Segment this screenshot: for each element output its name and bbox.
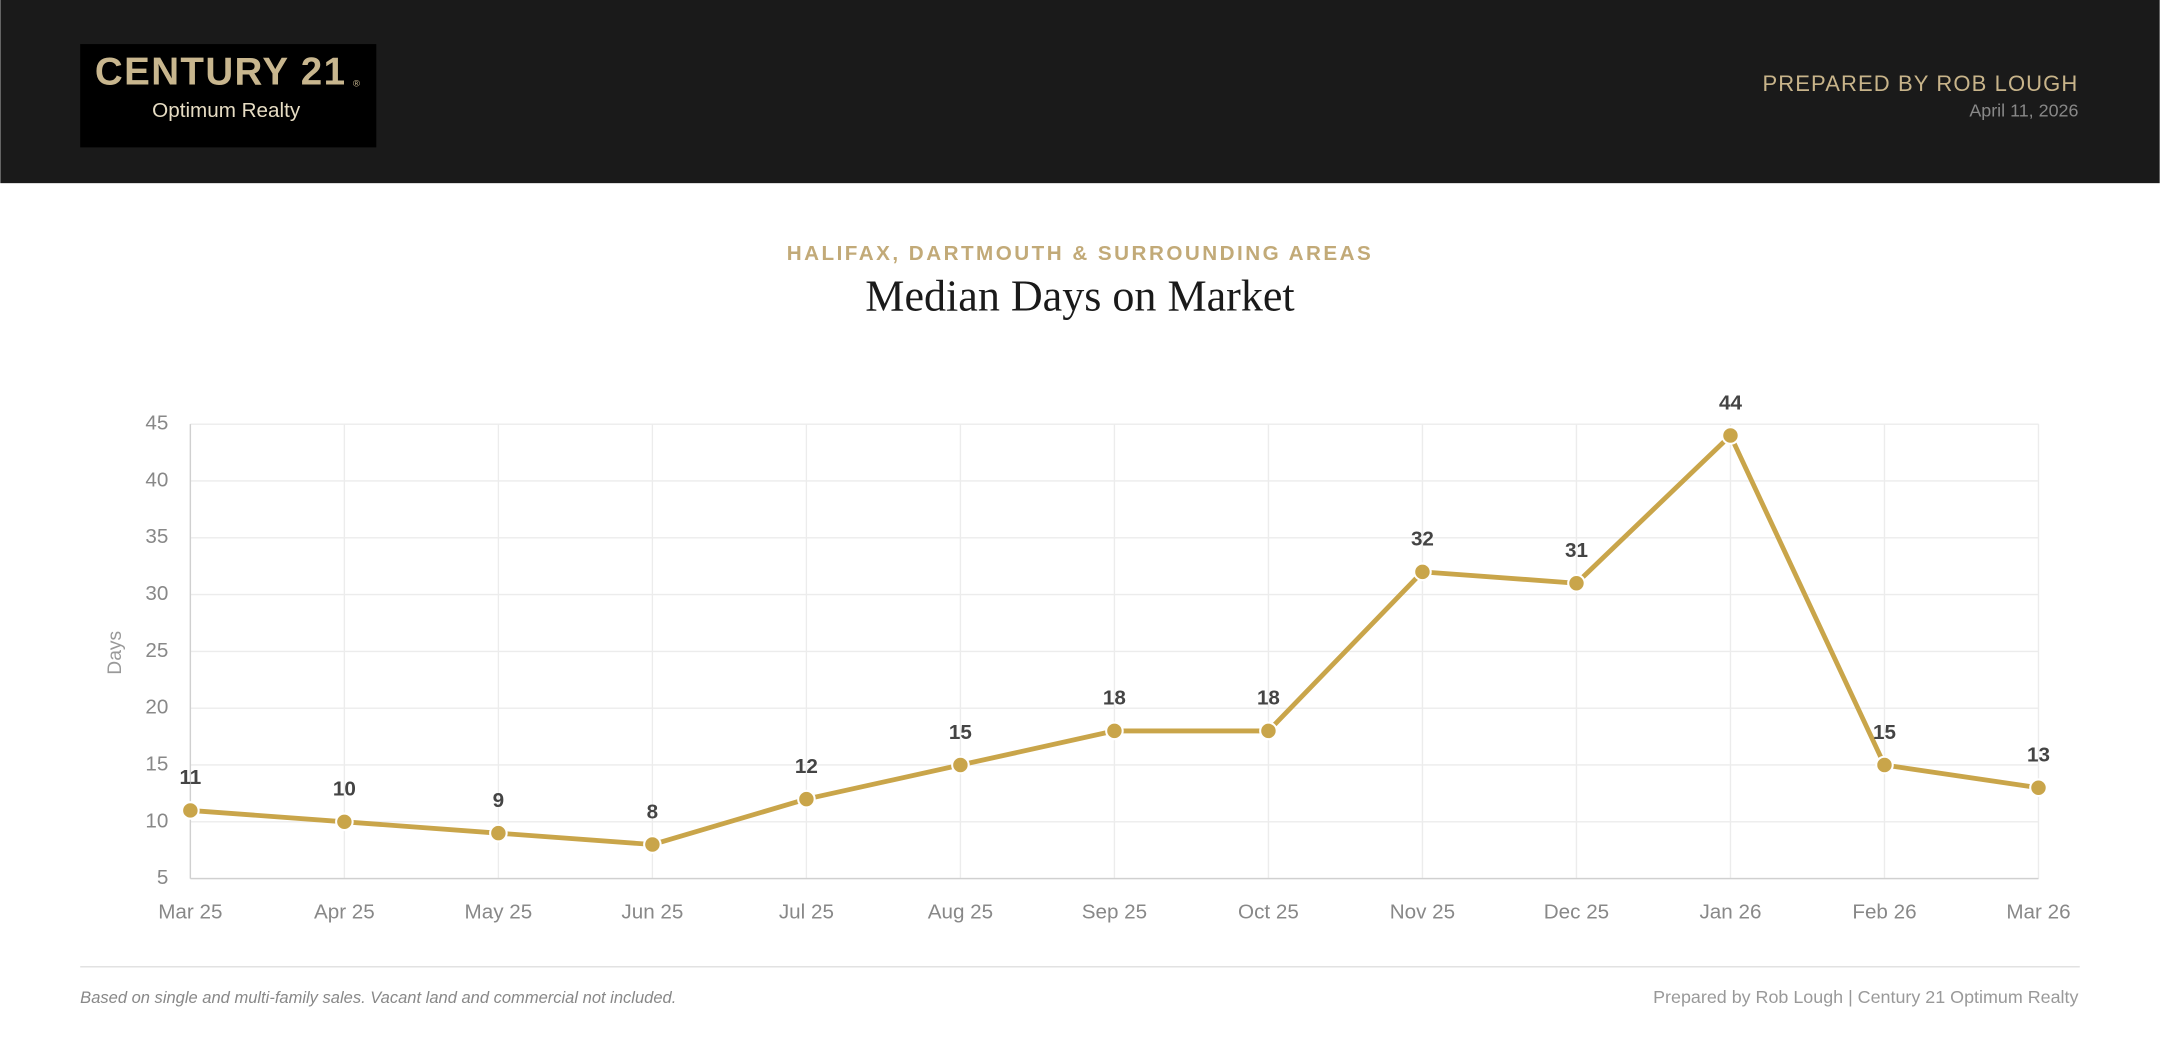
x-tick-label: Aug 25 — [928, 900, 993, 923]
x-tick-label: Jan 26 — [1699, 900, 1761, 923]
data-point — [797, 789, 816, 809]
data-point — [1875, 755, 1894, 775]
footer-credit: Prepared by Rob Lough | Century 21 Optim… — [1653, 987, 2078, 1007]
plot: 5 10 15 20 25 30 35 40 45 Mar 25 Apr 25 May 25 Jun 2… — [145, 391, 2070, 923]
x-tick-label: Nov 25 — [1390, 900, 1455, 923]
x-tick-label: Sep 25 — [1082, 900, 1147, 923]
y-tick-label: 35 — [145, 525, 168, 548]
x-tick-label: Mar 26 — [2006, 900, 2070, 923]
x-tick-label: Feb 26 — [1852, 900, 1916, 923]
data-point — [1721, 426, 1740, 445]
data-point — [181, 801, 200, 820]
x-tick-label: Jun 25 — [621, 900, 683, 923]
y-tick-label: 45 — [145, 412, 168, 435]
data-label: 10 — [333, 778, 356, 801]
data-label: 9 — [493, 789, 504, 812]
data-label: 31 — [1565, 539, 1588, 562]
logo-office: Optimum Realty — [152, 99, 301, 122]
prepared-by: PREPARED BY ROB LOUGH — [1762, 71, 2078, 96]
data-point — [951, 755, 970, 775]
x-tick-label: Oct 25 — [1238, 900, 1299, 923]
data-label: 8 — [647, 800, 658, 823]
data-point — [2029, 778, 2048, 798]
data-point — [1567, 573, 1586, 593]
y-tick-label: 20 — [145, 696, 168, 719]
data-label: 13 — [2027, 744, 2050, 767]
data-point — [489, 823, 508, 843]
x-tick-label: Apr 25 — [314, 900, 375, 923]
data-point — [1259, 721, 1278, 741]
y-tick-label: 25 — [145, 639, 168, 662]
data-label: 15 — [1873, 721, 1896, 744]
y-axis-label: Days — [105, 631, 126, 675]
report-date: April 11, 2026 — [1969, 100, 2078, 120]
footer-note: Based on single and multi-family sales. … — [80, 988, 676, 1007]
y-tick-label: 10 — [145, 809, 168, 832]
data-label: 18 — [1257, 687, 1280, 710]
y-tick-label: 15 — [145, 752, 168, 775]
y-tick-label: 5 — [157, 866, 168, 889]
data-label: 44 — [1719, 391, 1742, 414]
logo-brand: CENTURY 21 — [95, 51, 347, 94]
data-label: 12 — [795, 755, 818, 778]
y-tick-label: 30 — [145, 582, 168, 605]
data-point — [1105, 721, 1124, 741]
chart-subtitle: HALIFAX, DARTMOUTH & SURROUNDING AREAS — [787, 242, 1374, 265]
data-point — [1413, 562, 1432, 582]
data-label: 18 — [1103, 687, 1126, 710]
data-point — [335, 812, 354, 832]
data-label: 11 — [179, 766, 201, 789]
logo-registered: ® — [353, 79, 360, 90]
logo-box — [80, 44, 377, 148]
y-tick-label: 40 — [145, 468, 168, 491]
x-tick-label: May 25 — [465, 900, 533, 923]
data-label: 32 — [1411, 528, 1434, 551]
chart-title: Median Days on Market — [865, 271, 1294, 320]
data-point — [643, 835, 662, 854]
x-tick-label: Jul 25 — [779, 900, 834, 923]
data-label: 15 — [949, 721, 972, 744]
x-tick-label: Mar 25 — [158, 900, 222, 923]
x-tick-label: Dec 25 — [1544, 900, 1609, 923]
